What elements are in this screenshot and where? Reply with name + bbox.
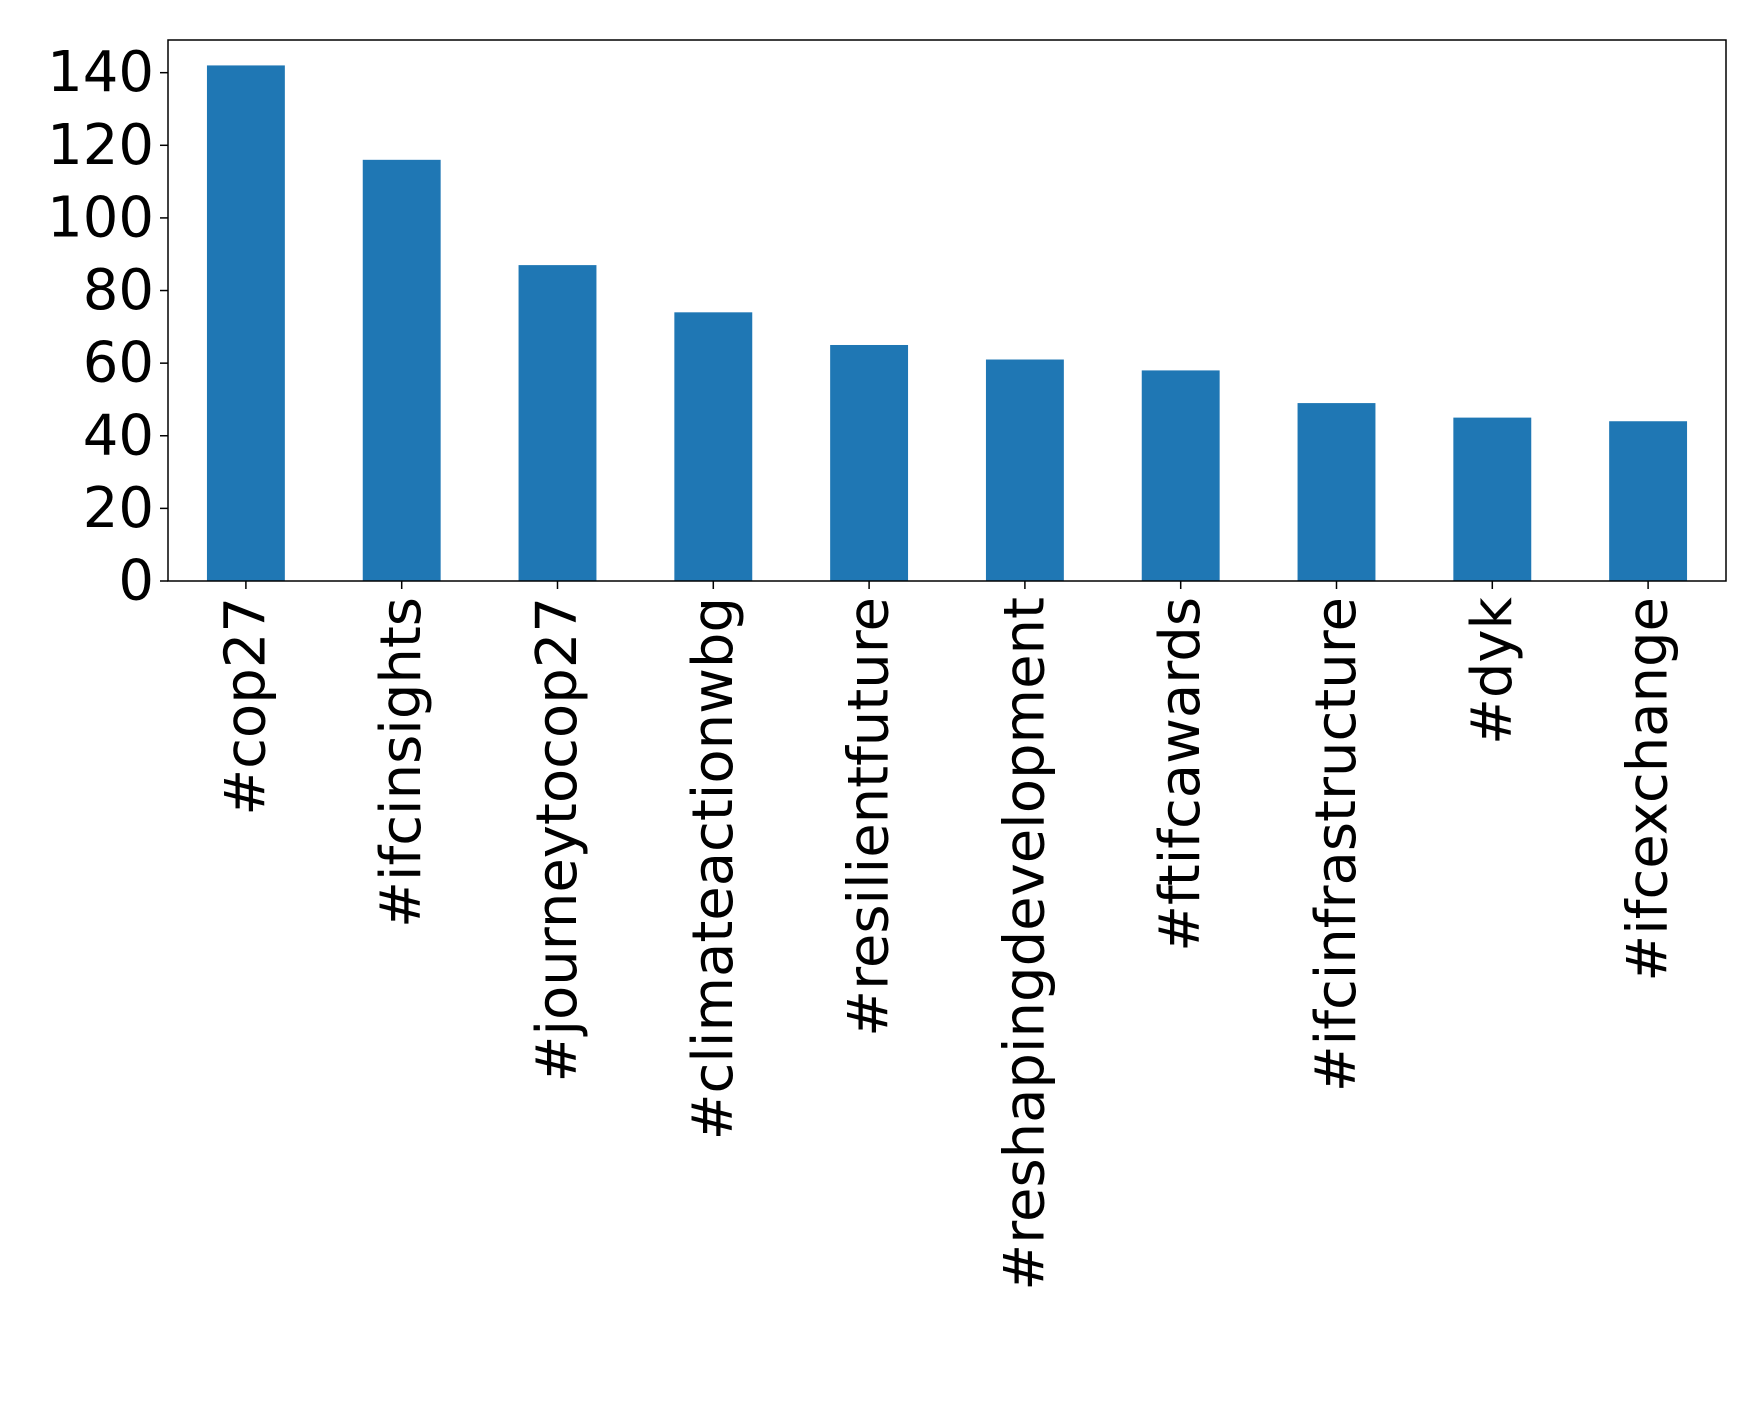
bar-resilientfuture bbox=[830, 344, 909, 581]
bar-ifcinfrastructure bbox=[1297, 403, 1376, 581]
x-tick-label: #cop27 bbox=[213, 597, 278, 816]
y-tick-label: 20 bbox=[83, 476, 154, 541]
y-tick-label: 60 bbox=[83, 331, 154, 396]
x-tick-label: #climateactionwbg bbox=[681, 597, 746, 1140]
plot-frame bbox=[167, 39, 1727, 582]
x-tick-label: #ifcinsights bbox=[369, 597, 434, 928]
x-tick-label: #dyk bbox=[1460, 596, 1525, 745]
bar-dyk bbox=[1453, 417, 1532, 581]
y-tick-label: 120 bbox=[47, 113, 154, 178]
bar-reshapingdevelopment bbox=[985, 359, 1064, 581]
x-tick-label: #resilientfuture bbox=[837, 597, 902, 1037]
x-tick-label: #ftifcawards bbox=[1148, 597, 1213, 952]
bar-ftifcawards bbox=[1141, 370, 1220, 581]
y-tick-label: 0 bbox=[118, 549, 154, 614]
bars-layer bbox=[206, 65, 1688, 582]
y-axis: 0 20 40 60 80 100 120 140 bbox=[47, 40, 168, 614]
y-tick-label: 80 bbox=[83, 258, 154, 323]
bar-journeytocop27 bbox=[518, 265, 597, 581]
bar-cop27 bbox=[206, 65, 285, 582]
x-tick-label: #ifcexchange bbox=[1616, 597, 1681, 982]
x-tick-label: #ifcinfrastructure bbox=[1304, 597, 1369, 1092]
x-tick-label: #journeytocop27 bbox=[525, 597, 590, 1082]
y-tick-label: 140 bbox=[47, 40, 154, 105]
bar-ifcinsights bbox=[362, 159, 441, 581]
y-tick-label: 40 bbox=[83, 403, 154, 468]
x-tick-label: #reshapingdevelopment bbox=[992, 597, 1057, 1291]
bar-climateactionwbg bbox=[674, 312, 753, 581]
y-tick-label: 100 bbox=[47, 185, 154, 250]
bar-ifcexchange bbox=[1609, 421, 1688, 581]
x-axis: #cop27 #ifcinsights #journeytocop27 #climat… bbox=[213, 581, 1681, 1291]
